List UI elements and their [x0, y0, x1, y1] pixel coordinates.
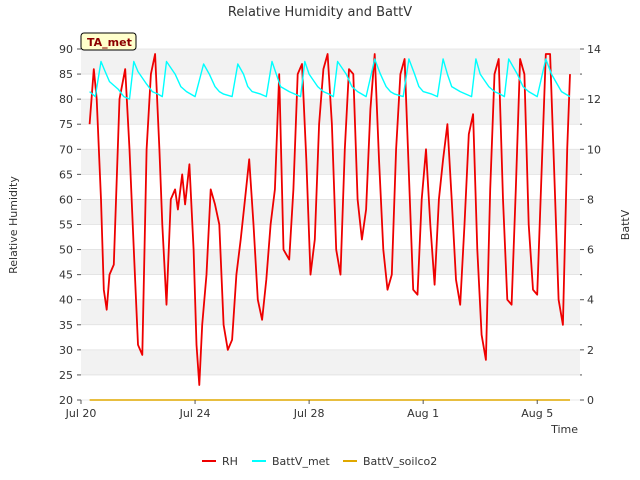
legend-label: BattV_soilco2: [363, 455, 437, 468]
grid-band: [81, 174, 580, 200]
y2-tick-label: 12: [587, 93, 601, 106]
y2-axis-title: BattV: [619, 209, 632, 240]
grid-band: [81, 374, 580, 400]
grid-band: [81, 324, 580, 350]
grid-band: [81, 299, 580, 325]
grid-band: [81, 349, 580, 375]
x-tick-label: Jul 28: [293, 407, 325, 420]
axes: 20 25 30 35 40 45 50 55 60 65 70 75 80 85 90 0 2 4 6 8 10 12 1…: [59, 43, 601, 420]
y-tick-label: 55: [59, 219, 73, 232]
legend-label: RH: [222, 455, 238, 468]
grid-band: [81, 274, 580, 300]
y2-tick-label: 6: [587, 244, 594, 257]
badge-box: [80, 32, 137, 51]
y-tick-label: 75: [59, 118, 73, 131]
series-line-rh: [88, 53, 571, 386]
y-tick-label: 65: [59, 168, 73, 181]
y-tick-label: 35: [59, 319, 73, 332]
series-line-battv-met: [89, 58, 571, 100]
y2-tick-label: 4: [587, 294, 594, 307]
y-tick-label: 30: [59, 344, 73, 357]
chart-title: Relative Humidity and BattV: [228, 5, 412, 20]
y2-tick-label: 0: [587, 394, 594, 407]
ta-met-badge: TA_met: [80, 32, 137, 51]
series-layer: [88, 53, 571, 401]
grid-band: [81, 149, 580, 175]
grid-band: [81, 49, 580, 75]
y-tick-label: 90: [59, 43, 73, 56]
plot-area: [88, 53, 571, 401]
x-axis-title: Time: [550, 423, 578, 436]
y-tick-label: 45: [59, 269, 73, 282]
legend-label: BattV_met: [272, 455, 330, 468]
y-tick-label: 70: [59, 143, 73, 156]
y-tick-label: 80: [59, 93, 73, 106]
y-tick-label: 20: [59, 394, 73, 407]
x-tick-label: Jul 24: [179, 407, 211, 420]
x-tick-label: Aug 5: [521, 407, 553, 420]
y2-tick-label: 8: [587, 193, 594, 206]
y-tick-label: 50: [59, 244, 73, 257]
y-tick-label: 25: [59, 369, 73, 382]
grid-band: [81, 199, 580, 225]
y-tick-label: 60: [59, 193, 73, 206]
y2-tick-label: 14: [587, 43, 601, 56]
y-tick-label: 40: [59, 294, 73, 307]
y2-tick-label: 2: [587, 344, 594, 357]
grid-band: [81, 124, 580, 150]
y-axis-title: Relative Humidity: [7, 176, 20, 274]
legend: RH BattV_met BattV_soilco2: [202, 455, 437, 468]
x-tick-label: Aug 1: [407, 407, 439, 420]
y2-tick-label: 10: [587, 143, 601, 156]
y-tick-label: 85: [59, 68, 73, 81]
x-tick-label: Jul 20: [65, 407, 97, 420]
badge-label: TA_met: [87, 36, 132, 49]
